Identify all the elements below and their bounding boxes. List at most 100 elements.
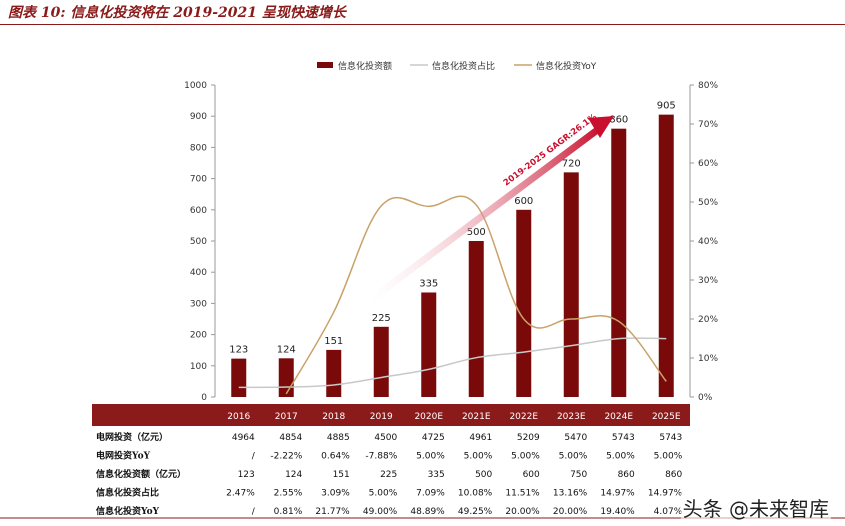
table-cell: 14.97% bbox=[648, 489, 683, 499]
table-cell: 5.00% bbox=[416, 452, 445, 462]
x-tick-label-2019: 2019 bbox=[370, 412, 393, 422]
table-cell: 10.08% bbox=[458, 489, 493, 499]
table-row-label: 信息化投资额（亿元） bbox=[96, 468, 186, 480]
data-table: 电网投资（亿元） 4964 4854 4885 4500 4725 4961 5209 5470… bbox=[96, 431, 683, 517]
x-tick-label-2018: 2018 bbox=[322, 412, 345, 422]
table-cell: 4961 bbox=[469, 433, 492, 443]
left-tick-label: 900 bbox=[190, 112, 207, 122]
table-cell: 123 bbox=[238, 470, 255, 480]
table-cell: / bbox=[252, 452, 256, 462]
table-cell: 335 bbox=[428, 470, 445, 480]
bar-2021E bbox=[468, 241, 484, 397]
table-cell: 124 bbox=[285, 470, 302, 480]
table-cell: 13.16% bbox=[553, 489, 588, 499]
growth-arrow-head bbox=[588, 116, 614, 138]
right-tick-label: 40% bbox=[698, 237, 718, 247]
bar-label-2023E: 720 bbox=[562, 158, 581, 169]
left-tick-label: 600 bbox=[190, 206, 207, 216]
bar-2020E bbox=[421, 292, 437, 397]
legend: 信息化投资额 信息化投资占比 信息化投资YoY bbox=[317, 60, 597, 72]
left-tick-label: 800 bbox=[190, 143, 207, 153]
title-rule bbox=[0, 24, 845, 25]
bar-2019 bbox=[373, 326, 389, 397]
table-row-label: 信息化投资YoY bbox=[96, 505, 160, 517]
table-cell: 5.00% bbox=[464, 452, 493, 462]
right-tick-label: 70% bbox=[698, 120, 718, 130]
table-cell: 4500 bbox=[374, 433, 397, 443]
table-cell: 5.00% bbox=[654, 452, 683, 462]
table-cell: 5.00% bbox=[606, 452, 635, 462]
table-cell: 7.09% bbox=[416, 489, 445, 499]
table-cell: 5470 bbox=[564, 433, 587, 443]
bar-label-2018: 151 bbox=[324, 336, 343, 347]
table-cell: 2.47% bbox=[226, 489, 255, 499]
left-tick-label: 100 bbox=[190, 362, 207, 372]
bar-2023E bbox=[563, 172, 579, 397]
bar-2016 bbox=[231, 358, 247, 397]
x-tick-label-2022E: 2022E bbox=[509, 412, 538, 422]
bar-2024E bbox=[611, 128, 627, 397]
table-cell: 600 bbox=[523, 470, 540, 480]
table-cell: 5743 bbox=[659, 433, 682, 443]
table-cell: 5.00% bbox=[511, 452, 540, 462]
left-tick-label: 300 bbox=[190, 299, 207, 309]
figure-title: 图表 10: 信息化投资将在 2019-2021 呈现快速增长 bbox=[8, 5, 346, 21]
table-cell: 48.89% bbox=[410, 507, 445, 517]
axes: 0 100 200 300 400 500 600 700 800 900 1000 0% 10% 20%… bbox=[184, 81, 718, 403]
line-yoy bbox=[285, 195, 667, 395]
growth-annotation: 2019-2025 GAGR:26.1% bbox=[502, 112, 599, 189]
table-cell: -7.88% bbox=[365, 452, 397, 462]
bar-label-2022E: 600 bbox=[514, 196, 533, 207]
bar-label-2016: 123 bbox=[229, 345, 248, 356]
legend-label-bar: 信息化投资额 bbox=[338, 60, 392, 72]
table-cell: 20.00% bbox=[553, 507, 588, 517]
right-tick-label: 0% bbox=[698, 393, 713, 403]
bar-label-2024E: 860 bbox=[609, 115, 628, 126]
table-cell: 860 bbox=[618, 470, 635, 480]
table-row-label: 电网投资（亿元） bbox=[96, 431, 168, 443]
bar-2017 bbox=[278, 358, 294, 397]
table-cell: 19.40% bbox=[600, 507, 635, 517]
table-cell: 4964 bbox=[232, 433, 255, 443]
legend-swatch-bar bbox=[317, 62, 333, 68]
bar-label-2021E: 500 bbox=[467, 227, 486, 238]
bar-label-2019: 225 bbox=[372, 313, 391, 324]
right-tick-label: 30% bbox=[698, 276, 718, 286]
x-tick-label-2017: 2017 bbox=[275, 412, 298, 422]
legend-label-share: 信息化投资占比 bbox=[432, 60, 495, 72]
header-band bbox=[92, 404, 690, 426]
table-cell: 4885 bbox=[327, 433, 350, 443]
table-cell: 750 bbox=[570, 470, 587, 480]
lines bbox=[238, 195, 667, 395]
left-tick-label: 500 bbox=[190, 237, 207, 247]
bar-label-2025E: 905 bbox=[657, 101, 676, 112]
bar-2022E bbox=[516, 209, 532, 397]
bar-label-2017: 124 bbox=[277, 344, 296, 355]
bar-2018 bbox=[326, 349, 342, 397]
table-cell: 4854 bbox=[279, 433, 302, 443]
x-tick-label-2024E: 2024E bbox=[604, 412, 633, 422]
table-cell: 11.51% bbox=[505, 489, 540, 499]
bar-2025E bbox=[658, 114, 674, 397]
right-tick-label: 50% bbox=[698, 198, 718, 208]
watermark-text: 头条 @未来智库 bbox=[680, 493, 831, 522]
table-cell: 20.00% bbox=[505, 507, 540, 517]
table-cell: 0.64% bbox=[321, 452, 350, 462]
left-tick-label: 0 bbox=[201, 393, 207, 403]
table-cell: / bbox=[252, 507, 256, 517]
table-cell: 225 bbox=[380, 470, 397, 480]
x-tick-label-2023E: 2023E bbox=[557, 412, 586, 422]
table-cell: -2.22% bbox=[270, 452, 302, 462]
table-cell: 14.97% bbox=[600, 489, 635, 499]
left-tick-label: 1000 bbox=[184, 81, 207, 91]
x-tick-label-2016: 2016 bbox=[227, 412, 250, 422]
table-row-label: 信息化投资占比 bbox=[96, 487, 159, 499]
table-cell: 49.00% bbox=[363, 507, 398, 517]
table-cell: 0.81% bbox=[274, 507, 303, 517]
table-row-label: 电网投资YoY bbox=[96, 450, 151, 462]
x-tick-label-2025E: 2025E bbox=[652, 412, 681, 422]
growth-arrow-shaft bbox=[366, 124, 604, 304]
right-tick-label: 60% bbox=[698, 159, 718, 169]
table-cell: 5.00% bbox=[369, 489, 398, 499]
table-cell: 2.55% bbox=[274, 489, 303, 499]
